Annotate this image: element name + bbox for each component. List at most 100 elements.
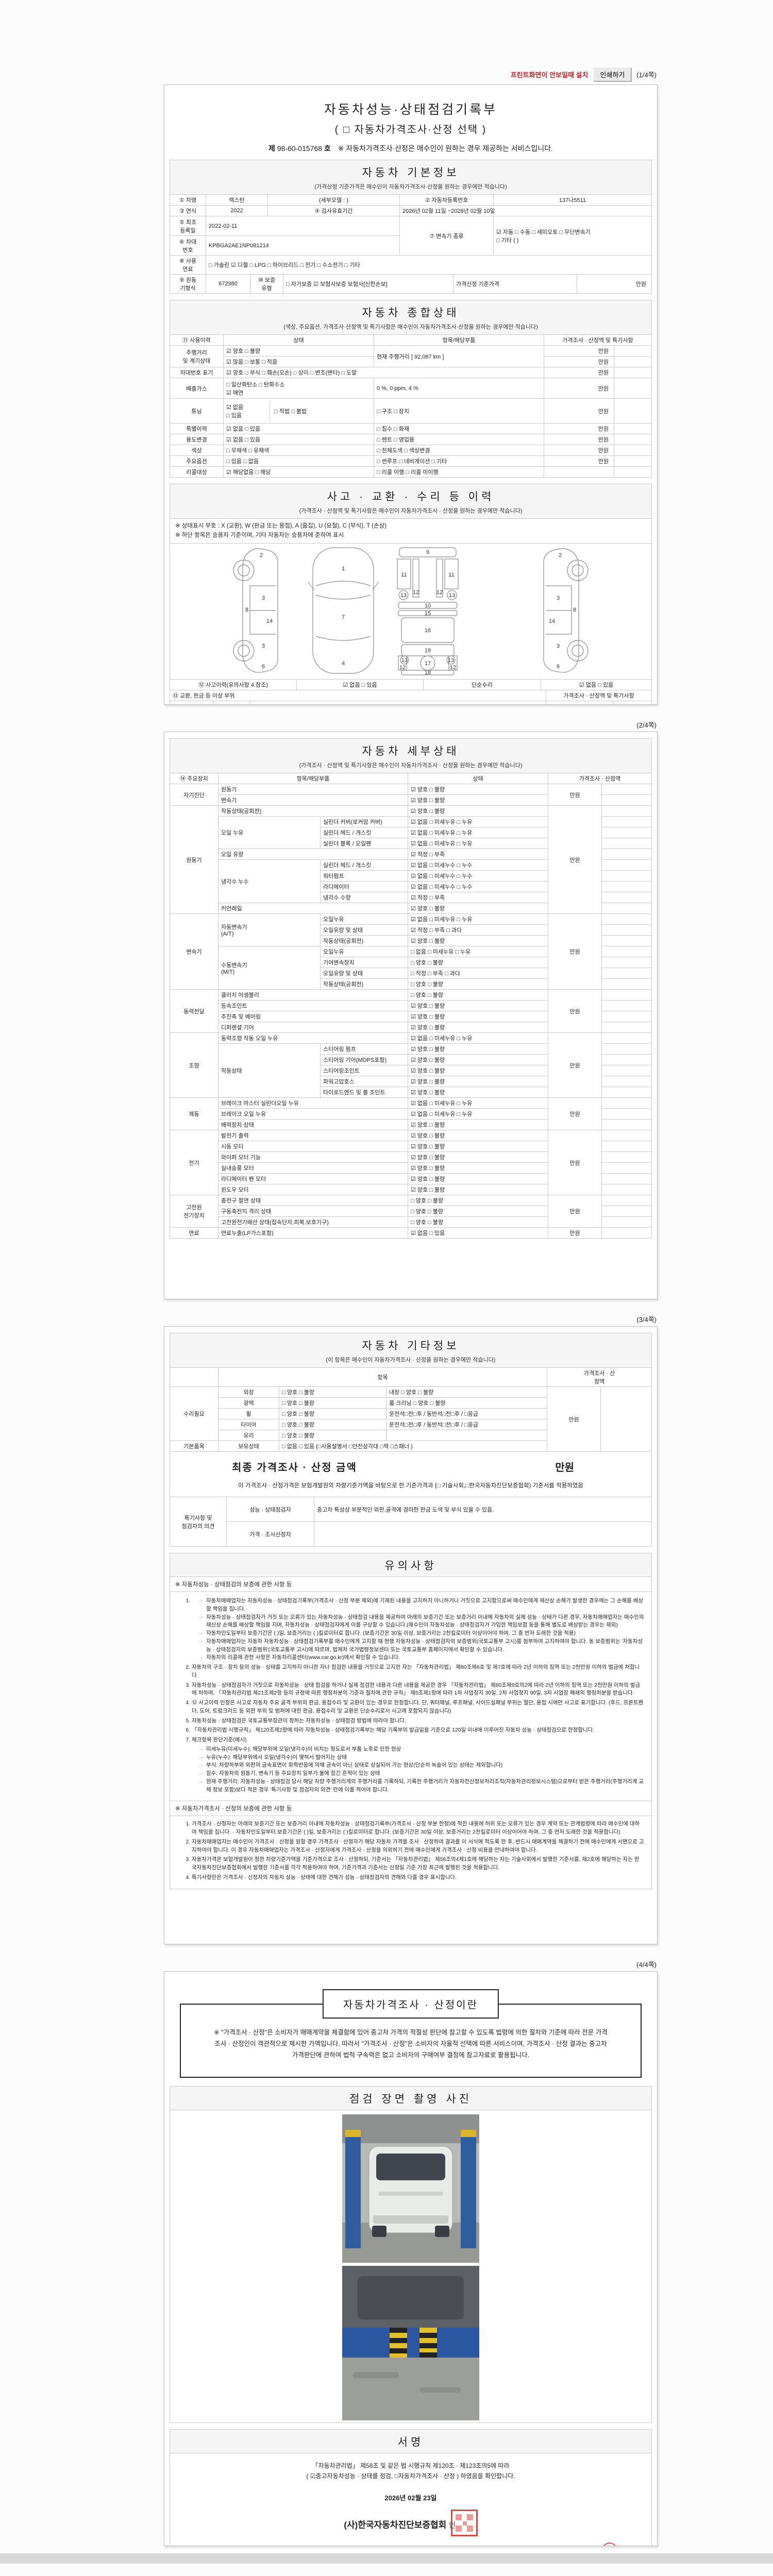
overall-price-2: 만원 — [544, 356, 614, 367]
photos-section-title: 점검 장면 촬영 사진 — [349, 2093, 473, 2105]
opinion-inspector-text: 중고차 특성상 부분적인 외판,골격에 경미한 판금 도색 및 부식 있을 수 … — [314, 1497, 652, 1522]
bottom-scroll-band — [0, 2553, 773, 2564]
print-button[interactable]: 인쇄하기 — [593, 67, 632, 81]
basic-warranty-label: ⑩ 보증 유형 — [250, 274, 283, 294]
basic-inspection-period-value: 2026년 02월 11일 ~2028년 02월 10일 — [399, 205, 652, 216]
opinion-appraiser-label: 가격 · 조사산정자 — [226, 1521, 314, 1547]
etc-extra: 내장 □ 양호 □ 불량 — [385, 1386, 548, 1398]
document-title: 자동차성능·상태점검기록부 — [324, 103, 498, 117]
vehicle-diagram-svg: 2 3 8 14 3 6 1 7 4 9 11 11 12 12 13 13 1 — [233, 547, 589, 676]
overall-header-use: ⑪ 사용이력 — [170, 334, 224, 346]
install-notice-text[interactable]: 프린트화면이 안보일때 설치 — [510, 71, 589, 79]
rank-table-title: ⑬ 교환, 판금 등 이상 부위 — [169, 689, 547, 701]
detail-status: □ 양호 □ 불량 — [408, 1195, 548, 1206]
basic-reg-no-value: 137나5511 — [493, 194, 652, 206]
price-survey-definition-title: 자동차가격조사 · 산정이란 — [322, 1989, 499, 2019]
notice-bullet: 부식: 차량하부와 외판의 금속표면이 화학반응에 의해 금속이 아닌 상태로 … — [201, 1761, 644, 1770]
detail-status: ☑ 양호 □ 불량 — [408, 1054, 548, 1065]
detail-status: □ 양호 □ 불량 — [408, 978, 548, 990]
print-toolbar: 프린트화면이 안보일때 설치 인쇄하기 (1/4쪽) — [164, 64, 658, 84]
detail-item: 브레이크 오일 누유 — [218, 1108, 408, 1120]
basic-section-title: 자동차 기본정보 — [362, 167, 460, 179]
etc-status: □ 없음 □ 있음 (□사용설명서 □안전삼각대 □잭 □스패너 ) — [278, 1440, 548, 1452]
detail-sub: 오일 누유 — [218, 816, 321, 849]
detail-item: 커먼레일 — [218, 903, 408, 914]
opinion-label: 특기사항 및 점검자의 의견 — [170, 1497, 227, 1547]
basic-inspection-period-label: ④ 검사유효기간 — [267, 205, 400, 216]
detail-item: 시동 모터 — [218, 1141, 408, 1152]
group-fuel: 연료 — [170, 1227, 219, 1239]
detail-item: 브레이크 마스터 실린더오일 누유 — [218, 1097, 408, 1109]
detail-status: ☑ 없음 □ 미세누수 □ 누수 — [408, 870, 548, 882]
etc-group-repair: 수리필요 — [170, 1386, 219, 1441]
detail-item: 스티어링 기어(MDPS포함) — [320, 1054, 408, 1065]
etc-sub: 타이어 — [218, 1419, 279, 1430]
basic-car-name-value: 렉스턴 — [206, 194, 268, 206]
etc-header-price: 가격조사 · 산 정액 — [547, 1367, 652, 1387]
group-engine: 원동기 — [170, 805, 219, 914]
overall-mileage-status1: ☑ 양호 □ 불량 — [223, 345, 374, 357]
detail-status: ☑ 적정 □ 부족 □ 과다 — [408, 924, 548, 936]
detail-sub: 자동변속기 (A/T) — [218, 913, 321, 946]
detail-item: 타이로드엔드 및 볼 조인트 — [320, 1087, 408, 1098]
detail-item: 라디에이터 팬 모터 — [218, 1173, 408, 1184]
section-basic-info-header: 자동차 기본정보 (가격산정 기준가격은 매수인이 자동차가격조사·산정을 원하… — [170, 160, 652, 195]
report-page-1: 자동차성능·상태점검기록부 ( □ 자동차가격조사·산정 선택 ) 제 98-6… — [164, 84, 658, 705]
diagram-num: 2 — [260, 552, 263, 558]
detail-status: □ 양호 □ 불량 — [408, 957, 548, 968]
detail-status: ☑ 양호 □ 불량 — [408, 784, 548, 795]
report-page-4: 자동차가격조사 · 산정이란 ※ "가격조사 · 산정"은 소비자가 매매계약을… — [164, 1971, 658, 2546]
overall-tuning-status: ☑ 없음 □ 있음 — [224, 401, 270, 421]
detail-item: 작동상태(공회전) — [218, 805, 408, 817]
basic-car-name-label: ① 차명 — [170, 194, 206, 206]
diagram-num: 17 — [425, 660, 431, 667]
detail-item: 워터펌프 — [320, 870, 408, 882]
detail-item: 실린더 블록 / 오일팬 — [320, 838, 408, 849]
detail-sub: 작동상태 — [218, 1043, 321, 1098]
detail-item: 발전기 출력 — [218, 1130, 408, 1141]
diagram-num: 11 — [401, 572, 407, 578]
sign-date: 2026년 02월 23일 — [384, 2494, 437, 2502]
group-steering: 조향 — [170, 1032, 219, 1098]
report-page-3: 자동차 기타정보 (이 항목은 매수인이 자동차가격조사 · 산정을 원하는 경… — [164, 1326, 658, 1944]
overall-tuning-label: 튜닝 — [170, 398, 224, 423]
inspector-stamp-icon — [602, 2543, 617, 2546]
detail-item: 변속기 — [218, 794, 408, 806]
detail-item: 고전원전기배선 상태(접속단자,피복,보호기구) — [218, 1216, 408, 1228]
detail-item: 배력장치 상태 — [218, 1119, 408, 1130]
overall-mileage-value: 현재 주행거리 [ 92,087 km ] — [374, 345, 544, 367]
diagram-num: 1 — [342, 566, 345, 572]
etc-status: □ 양호 □ 불량 — [279, 1408, 386, 1419]
overall-color-status: □ 무채색 □ 유채색 — [223, 445, 374, 456]
detail-item: 실내송풍 모터 — [218, 1162, 408, 1174]
overall-price-9: 만원 — [544, 455, 614, 467]
document-number: 98-60-015768 — [277, 144, 323, 152]
notice-bullet: 누유(누수): 해당부위에서 오일(냉각수)이 맺혀서 떨어지는 상태 — [201, 1754, 644, 1762]
diagram-num: 16 — [425, 628, 431, 634]
overall-special-status: ☑ 없음 □ 있음 — [223, 423, 374, 434]
inspection-photo-1 — [342, 2114, 479, 2263]
detail-price: 만원 — [548, 784, 602, 806]
detail-status: □ 양호 □ 불량 — [408, 989, 548, 1001]
detail-item: 오일유량 및 상태 — [320, 968, 408, 979]
overall-header-item: 항목/해당부품 — [374, 334, 544, 346]
basic-vin-label: ⑥ 차대 번호 — [170, 235, 206, 256]
overall-mileage-status2: ☑ 많음 □ 보통 □ 적음 — [223, 356, 374, 367]
final-price-title: 최종 가격조사 · 산정 금액 — [232, 1462, 357, 1473]
etc-section-title: 자동차 기타정보 — [362, 1340, 460, 1352]
basic-warranty-options: □ 자가보증 ☑ 보험사보증 보험사[신한손보] — [283, 274, 453, 294]
detail-price: 만원 — [548, 1227, 602, 1239]
detail-item: 실린더 헤드 / 개스킷 — [320, 827, 408, 838]
detail-item: 오일유량 및 상태 — [320, 924, 408, 936]
etc-sub: 휠 — [218, 1408, 279, 1419]
detail-status: □ 없음 □ 미세누유 □ 누유 — [408, 946, 548, 957]
section-photos-header: 점검 장면 촬영 사진 — [170, 2086, 652, 2110]
detail-section-note: (가격조사 · 산정액 및 특기사항은 매수인이 자동차가격조사 · 산정을 원… — [299, 762, 523, 769]
detail-item: 와이퍼 모터 기능 — [218, 1151, 408, 1163]
etc-extra — [385, 1430, 548, 1441]
detail-status: ☑ 없음 □ 미세누유 □ 누유 — [408, 1097, 548, 1109]
detail-item: 클러치 어셈블리 — [218, 989, 408, 1001]
detail-item: 윈도우 모터 — [218, 1184, 408, 1195]
basic-base-price-label: 가격산정 기준가격 — [453, 274, 577, 294]
page-indicator-2: (2/4쪽) — [636, 721, 657, 729]
